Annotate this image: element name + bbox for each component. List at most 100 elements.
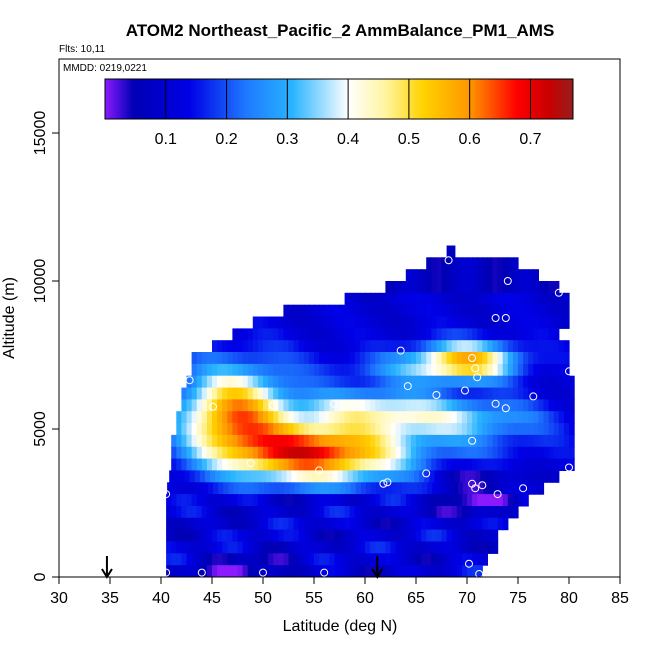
- heatmap-cell: [421, 529, 427, 542]
- heatmap-cell: [186, 423, 193, 436]
- heatmap-cell: [247, 411, 254, 424]
- heatmap-cell: [232, 340, 239, 353]
- heatmap-cell: [518, 423, 524, 436]
- heatmap-cell: [451, 529, 458, 542]
- heatmap-cell: [237, 352, 244, 365]
- heatmap-cell: [533, 399, 539, 412]
- heatmap-cell: [492, 434, 499, 448]
- heatmap-cell: [334, 423, 341, 436]
- heatmap-cell: [181, 434, 188, 448]
- heatmap-cell: [298, 553, 305, 566]
- heatmap-cell: [257, 363, 264, 377]
- heatmap-cell: [288, 553, 295, 566]
- heatmap-cell: [482, 352, 488, 365]
- heatmap-cell: [426, 328, 432, 341]
- heatmap-cell: [232, 565, 239, 577]
- heatmap-cell: [252, 399, 259, 412]
- heatmap-cell: [349, 375, 356, 389]
- heatmap-cell: [451, 494, 458, 507]
- heatmap-cell: [212, 506, 218, 519]
- heatmap-cell: [533, 352, 539, 365]
- heatmap-cell: [303, 541, 310, 554]
- heatmap-cell: [349, 517, 356, 531]
- heatmap-cell: [228, 482, 234, 495]
- heatmap-cell: [344, 411, 351, 424]
- heatmap-cell: [349, 506, 356, 519]
- heatmap-cell: [199, 470, 206, 483]
- heatmap-cell: [416, 494, 422, 507]
- heatmap-cell: [303, 565, 310, 577]
- heatmap-cell: [400, 446, 407, 460]
- heatmap-cell: [482, 269, 488, 282]
- heatmap-cell: [534, 482, 540, 495]
- heatmap-cell: [308, 541, 315, 554]
- heatmap-cell: [212, 434, 218, 448]
- heatmap-cell: [421, 387, 427, 400]
- heatmap-cell: [533, 316, 539, 329]
- heatmap-cell: [385, 517, 392, 531]
- heatmap-cell: [563, 363, 570, 377]
- heatmap-cell: [268, 541, 274, 554]
- heatmap-cell: [293, 375, 300, 389]
- heatmap-cell: [308, 553, 315, 566]
- heatmap-cell: [268, 375, 274, 389]
- heatmap-cell: [319, 553, 325, 566]
- heatmap-cell: [405, 541, 412, 554]
- heatmap-cell: [441, 399, 448, 412]
- heatmap-cell: [482, 541, 488, 554]
- heatmap-cell: [416, 352, 422, 365]
- heatmap-cell: [288, 423, 295, 436]
- heatmap-cell: [375, 434, 381, 448]
- heatmap-cell: [416, 506, 422, 519]
- heatmap-cell: [395, 434, 402, 448]
- heatmap-cell: [293, 541, 300, 554]
- heatmap-cell: [293, 304, 300, 318]
- heatmap-cell: [446, 434, 453, 448]
- heatmap-cell: [431, 529, 437, 542]
- heatmap-cell: [171, 565, 177, 577]
- heatmap-cell: [232, 411, 239, 424]
- heatmap-cell: [201, 375, 208, 389]
- heatmap-cell: [456, 553, 463, 566]
- heatmap-cell: [507, 328, 514, 341]
- heatmap-cell: [456, 506, 463, 519]
- heatmap-cell: [507, 387, 514, 400]
- heatmap-cell: [385, 375, 392, 389]
- heatmap-cell: [167, 482, 173, 495]
- heatmap-cell: [472, 281, 478, 294]
- heatmap-cell: [380, 340, 386, 353]
- heatmap-cell: [171, 541, 177, 554]
- heatmap-cell: [410, 411, 417, 424]
- heatmap-cell: [334, 316, 341, 329]
- heatmap-cell: [558, 399, 565, 412]
- heatmap-cell: [181, 387, 188, 400]
- heatmap-cell: [441, 423, 448, 436]
- heatmap-cell: [429, 470, 435, 483]
- heatmap-cell: [334, 363, 341, 377]
- heatmap-cell: [201, 517, 208, 531]
- heatmap-cell: [359, 553, 366, 566]
- heatmap-cell: [431, 434, 437, 448]
- heatmap-cell: [482, 375, 488, 389]
- heatmap-cell: [217, 553, 223, 566]
- heatmap-cell: [370, 292, 376, 306]
- heatmap-cell: [538, 316, 545, 329]
- heatmap-cell: [558, 352, 565, 365]
- heatmap-cell: [252, 494, 259, 507]
- heatmap-cell: [375, 387, 381, 400]
- heatmap-cell: [349, 411, 356, 424]
- heatmap-cell: [227, 363, 233, 377]
- heatmap-cell: [400, 328, 407, 341]
- heatmap-cell: [502, 506, 509, 519]
- heatmap-cell: [400, 517, 407, 531]
- heatmap-cell: [196, 387, 203, 400]
- heatmap-cell: [396, 482, 403, 495]
- heatmap-cell: [558, 292, 565, 306]
- heatmap-cell: [354, 328, 361, 341]
- heatmap-cell: [543, 423, 550, 436]
- heatmap-cell: [380, 328, 386, 341]
- heatmap-cell: [334, 506, 341, 519]
- heatmap-cell: [181, 399, 188, 412]
- heatmap-cell: [232, 352, 239, 365]
- heatmap-cell: [324, 423, 330, 436]
